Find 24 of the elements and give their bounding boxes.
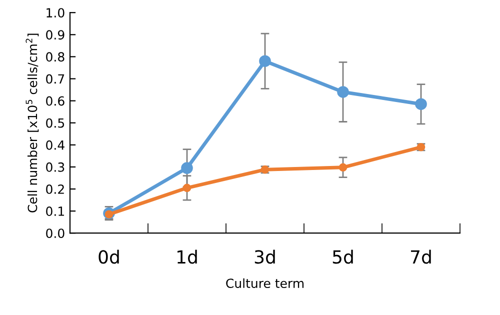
point: [259, 55, 271, 68]
x-axis-title: Culture term: [226, 278, 304, 288]
x-tick-label: 0d: [98, 250, 119, 264]
y-axis-title: Cell number [x10$^{5}$ cells/cm$^{2}$]: [26, 34, 39, 212]
y-tick-label: 0.9: [46, 30, 64, 40]
point: [338, 163, 348, 172]
y-tick-label: 1.0: [46, 8, 64, 18]
point: [415, 98, 427, 110]
point: [181, 162, 193, 174]
x-tick-label: 3d: [254, 250, 275, 264]
y-tick-label: 0.1: [46, 206, 64, 216]
point: [182, 184, 192, 192]
x-tick-label: 7d: [411, 250, 431, 264]
y-tick-label: 0.3: [46, 162, 64, 172]
point: [337, 86, 349, 98]
x-tick-label: 5d: [332, 250, 353, 264]
x-tick-label: 1d: [178, 250, 197, 264]
y-tick-label: 0.0: [46, 228, 64, 238]
y-tick-label: 0.6: [46, 96, 64, 106]
y-tick-label: 0.5: [46, 118, 64, 128]
y-tick-label: 0.2: [46, 184, 64, 194]
y-tick-label: 0.7: [46, 74, 64, 84]
y-tick-label: 0.8: [46, 52, 64, 62]
y-tick-label: 0.4: [46, 140, 64, 150]
